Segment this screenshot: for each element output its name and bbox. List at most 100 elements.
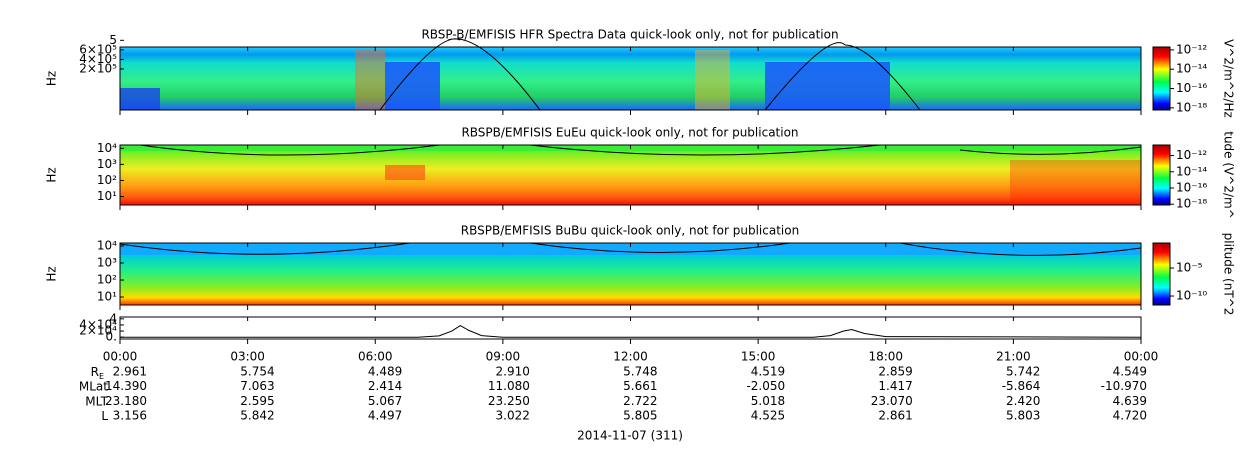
panels [120, 47, 1141, 339]
y-tick-label: 10³ [97, 256, 117, 270]
ephemeris-value: 7.063 [240, 379, 274, 393]
ephemeris-value: 4.720 [1113, 409, 1147, 423]
ephemeris-value: 5.805 [623, 409, 657, 423]
ephemeris-row-label: R [91, 365, 99, 379]
ephemeris-value: 5.067 [368, 394, 402, 408]
ephemeris-value: 5.842 [240, 409, 274, 423]
x-tick-label: 00:00 [103, 350, 138, 364]
red-streak [355, 50, 385, 110]
axes: RBSP-B/EMFISIS HFR Spectra Data quick-lo… [45, 28, 1236, 423]
ephemeris-value: 2.722 [623, 394, 657, 408]
ephemeris-row-label: MLT [85, 394, 108, 408]
ephemeris-value: -10.970 [1101, 379, 1147, 393]
ephemeris-value: 3.022 [496, 409, 530, 423]
y-tick-label: 10¹ [97, 189, 117, 203]
line [120, 325, 1142, 338]
red-streak [695, 50, 730, 110]
colorbar-tick-label: 10⁻¹⁶ [1176, 81, 1207, 95]
y-tick-label: 10² [97, 273, 117, 287]
ephemeris-value: 5.018 [751, 394, 785, 408]
ephemeris-value: 4.525 [751, 409, 785, 423]
y-axis-label: Hz [45, 167, 59, 182]
ephemeris-value: 5.754 [240, 365, 274, 379]
ephemeris-value: 23.070 [871, 394, 913, 408]
ephemeris-row-label: L [101, 409, 108, 423]
colorbar-label: plitude (nT^2 [1222, 233, 1236, 316]
x-tick-label: 06:00 [358, 350, 393, 364]
ephemeris-row-label: RE [91, 365, 104, 381]
cyclotron-curve [139, 144, 1142, 156]
y-tick-label: 10⁴ [97, 141, 117, 155]
x-tick-label: 03:00 [230, 350, 265, 364]
colorbar-tick-label: 10⁻¹² [1176, 42, 1207, 56]
cyclotron-curve [379, 38, 921, 111]
y-tick-label: 6×10⁵ [79, 42, 117, 56]
red-patch [385, 165, 425, 180]
colorbar-label: tude (V^2/m^ [1222, 131, 1236, 219]
colorbar-tick-label: 10⁻¹⁴ [1176, 164, 1207, 178]
x-tick-label: 09:00 [486, 350, 521, 364]
plot-area [120, 317, 1141, 339]
colorbar-tick-label: 10⁻¹² [1176, 148, 1207, 162]
ephemeris-value: 2.414 [368, 379, 402, 393]
colorbar-tick-label: 10⁻¹⁸ [1176, 197, 1207, 211]
ephemeris-value: 4.639 [1113, 394, 1147, 408]
ephemeris-value: 1.417 [878, 379, 912, 393]
y-tick-label: 10³ [97, 157, 117, 171]
spectrogram [120, 47, 1141, 110]
ephemeris-row-label: MLat [79, 379, 108, 393]
ephemeris-row-label: L [101, 409, 108, 423]
y-tick-label: 4×10⁵ [79, 52, 117, 66]
y-tick-label: 2×10⁴ [79, 324, 117, 338]
blue-region [120, 88, 160, 110]
ephemeris-value: 2.861 [878, 409, 912, 423]
date-label: 2014-11-07 (311) [577, 429, 683, 443]
ephemeris-value: 5.803 [1006, 409, 1040, 423]
y-tick-label: 4 [109, 311, 117, 325]
x-tick-label: 12:00 [613, 350, 648, 364]
x-tick-label: 18:00 [868, 350, 903, 364]
ephemeris-value: 2.420 [1006, 394, 1040, 408]
panel-title: RBSP-B/EMFISIS HFR Spectra Data quick-lo… [421, 28, 838, 42]
colorbar [1152, 46, 1171, 111]
ephemeris-row-label: MLT [85, 394, 108, 408]
colorbar-tick-label: 10⁻⁵ [1176, 261, 1203, 275]
blue-region [765, 62, 890, 110]
spectrogram [120, 145, 1141, 205]
ephemeris-value: 2.859 [878, 365, 912, 379]
y-tick-label: 10⁴ [97, 238, 117, 252]
y-axis-label: Hz [45, 71, 59, 86]
ephemeris-value: -5.864 [1002, 379, 1041, 393]
ephemeris-value: 14.390 [105, 379, 147, 393]
ephemeris-value: 2.595 [240, 394, 274, 408]
ephemeris-value: 4.519 [751, 365, 785, 379]
y-axis-label: Hz [45, 266, 59, 281]
ephemeris-row-label: MLat [79, 379, 108, 393]
ephemeris-value: 5.742 [1006, 365, 1040, 379]
y-tick-label: 4×10⁴ [79, 317, 117, 331]
ephemeris-value: -2.050 [746, 379, 785, 393]
blue-region [385, 62, 440, 110]
ephemeris-row-label-subscript: E [99, 372, 104, 381]
ephemeris-value: 4.497 [368, 409, 402, 423]
ephemeris-value: 4.549 [1113, 365, 1147, 379]
y-tick-label: 5 [109, 33, 117, 47]
panel-title: RBSPB/EMFISIS BuBu quick-look only, not … [461, 224, 799, 238]
ephemeris-value: 2.961 [113, 365, 147, 379]
ephemeris-value: 4.489 [368, 365, 402, 379]
ephemeris-value: 11.080 [488, 379, 530, 393]
colorbar-tick-label: 10⁻¹⁰ [1176, 289, 1207, 303]
ephemeris-value: 2.910 [496, 365, 530, 379]
ephemeris-value: 23.250 [488, 394, 530, 408]
ephemeris-value: 5.748 [623, 365, 657, 379]
colorbar-tick-label: 10⁻¹⁸ [1176, 100, 1207, 114]
colorbar-tick-label: 10⁻¹⁴ [1176, 62, 1207, 76]
ephemeris-value: 5.661 [623, 379, 657, 393]
colorbar [1152, 242, 1171, 306]
ephemeris-value: 3.156 [113, 409, 147, 423]
ephemeris-value: 23.180 [105, 394, 147, 408]
panel-title: RBSPB/EMFISIS EuEu quick-look only, not … [461, 126, 798, 140]
y-tick-label: 2×10⁵ [79, 61, 117, 75]
colorbar [1152, 144, 1171, 206]
